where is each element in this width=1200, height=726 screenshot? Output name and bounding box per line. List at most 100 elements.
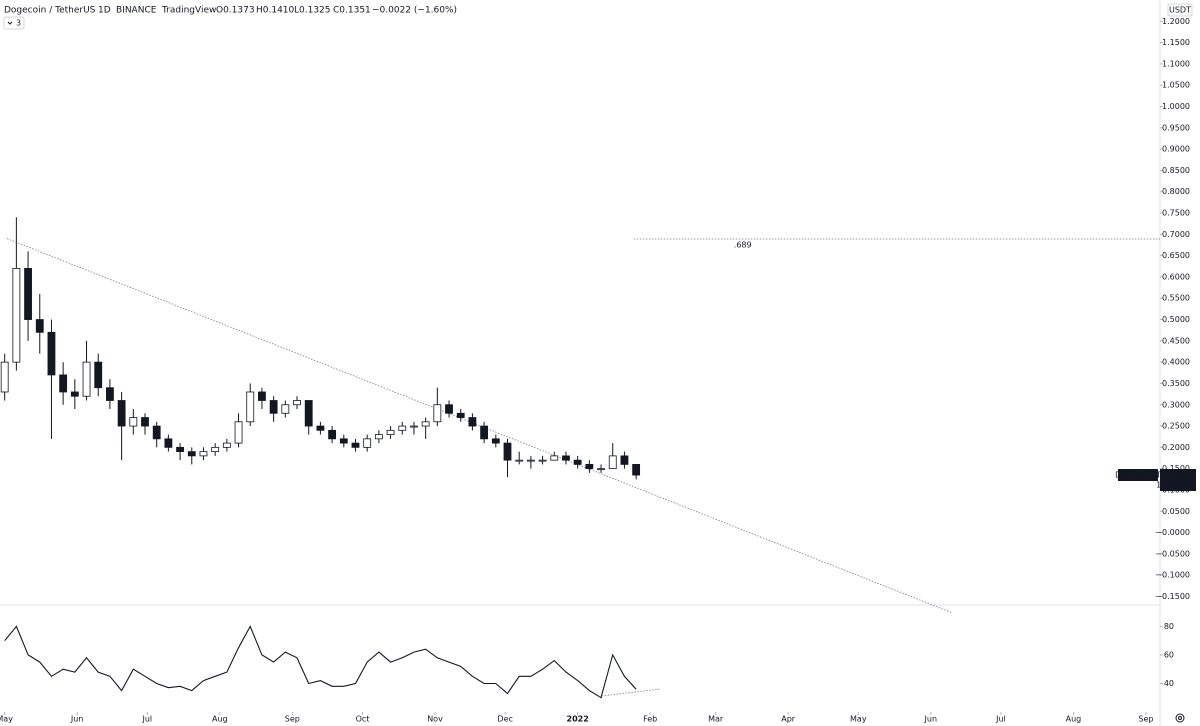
- candle-body: [597, 468, 605, 471]
- y-tick-label: 0.8500: [1162, 166, 1190, 175]
- y-tick-label: 0.3500: [1162, 379, 1190, 388]
- y-tick-label: 0.1500: [1162, 464, 1190, 473]
- y-tick-label: 1.2000: [1162, 17, 1190, 26]
- indicators-toggle[interactable]: [3, 16, 25, 30]
- candle-body: [164, 438, 173, 448]
- x-tick-label: 2022: [567, 715, 589, 724]
- y-tick-label: 0.9000: [1162, 145, 1190, 154]
- candle-body: [187, 451, 196, 457]
- candle-body: [351, 442, 360, 448]
- candle-body: [573, 459, 582, 465]
- x-tick-label: May: [850, 715, 867, 724]
- x-tick-label: Nov: [427, 715, 443, 724]
- candle-body: [374, 434, 383, 440]
- y-tick-label: 1.0500: [1162, 81, 1190, 90]
- y-tick-label: 1.0000: [1162, 102, 1190, 111]
- ohlc-close: C0.1351: [333, 6, 371, 16]
- candle-body: [562, 455, 570, 461]
- candle-body: [304, 400, 313, 427]
- x-tick-label: Jun: [924, 715, 938, 724]
- osc-y-tick-label: 60: [1164, 650, 1174, 659]
- oscillator-line: [4, 625, 637, 699]
- y-tick-label: −0.1000: [1155, 571, 1190, 580]
- candle-body: [515, 459, 524, 462]
- y-tick-label: 0.3000: [1162, 400, 1190, 409]
- x-tick-label: Mar: [708, 715, 724, 724]
- candle-body: [281, 404, 290, 414]
- candle-body: [316, 425, 325, 431]
- x-tick-label: Sep: [1138, 715, 1153, 724]
- candle-body: [620, 455, 629, 465]
- candle-body: [468, 417, 477, 427]
- change: −0.0022 (−1.60%): [372, 6, 457, 16]
- oscillator-trendline: [598, 688, 660, 697]
- x-tick-label: Aug: [1066, 715, 1082, 724]
- last-price-bg: [1160, 469, 1196, 492]
- candle-body: [141, 417, 149, 427]
- ohlc-low: L0.1325: [294, 6, 331, 16]
- candle-body: [328, 429, 337, 440]
- candle-body: [129, 417, 138, 427]
- candle-body: [386, 429, 395, 435]
- x-tick-label: Jul: [142, 715, 153, 724]
- symbol-tag-bg: [1118, 469, 1158, 482]
- x-tick-label: Aug: [212, 715, 228, 724]
- candle-body: [258, 391, 266, 401]
- y-tick-label: −0.1500: [1155, 592, 1190, 601]
- ohlc-high: H0.1410: [256, 6, 295, 16]
- candle-body: [421, 421, 430, 427]
- x-tick-label: Jun: [70, 715, 84, 724]
- candle-body: [550, 455, 559, 461]
- candle-body: [456, 412, 465, 418]
- x-tick-label: Feb: [643, 715, 657, 724]
- candle-body: [398, 425, 407, 431]
- indicator-count: 3: [16, 19, 21, 28]
- candle-body: [480, 425, 489, 440]
- candle-body: [608, 455, 617, 470]
- candle-body: [0, 361, 9, 393]
- y-tick-label: −0.0000: [1155, 528, 1190, 537]
- ohlc-open: O0.1373: [216, 6, 255, 16]
- candle-body: [445, 404, 453, 414]
- candle-body: [222, 442, 231, 448]
- chevron-icon: [7, 21, 13, 25]
- candle-body: [363, 438, 372, 448]
- candle-body: [106, 387, 114, 401]
- currency: USDT: [1169, 6, 1191, 15]
- y-tick-label: 1.1500: [1162, 38, 1190, 47]
- candle-body: [117, 400, 126, 427]
- candle-body: [585, 464, 594, 470]
- candle-body: [269, 400, 278, 414]
- y-tick-label: 0.6500: [1162, 251, 1190, 260]
- osc-y-tick-label: 80: [1164, 622, 1174, 631]
- gear-ring: [1175, 713, 1185, 723]
- candle-body: [410, 425, 418, 428]
- y-tick-label: 0.4000: [1162, 358, 1190, 367]
- y-tick-label: 0.5000: [1162, 315, 1190, 324]
- level-label: .689: [734, 241, 752, 250]
- y-tick-label: 0.7000: [1162, 230, 1190, 239]
- gear-hub: [1178, 716, 1182, 720]
- y-tick-label: 0.5500: [1162, 294, 1190, 303]
- x-tick-label: May: [0, 715, 13, 724]
- x-tick-label: Apr: [781, 715, 796, 724]
- candle-body: [234, 421, 243, 444]
- interval: 1D: [98, 6, 111, 16]
- symbol-tag: DOGEUSDT: [1115, 471, 1161, 480]
- candle-body: [94, 361, 103, 389]
- trendline: [6, 238, 953, 614]
- candle-body: [632, 464, 641, 476]
- y-tick-label: 0.7500: [1162, 209, 1190, 218]
- candle-body: [526, 459, 535, 462]
- candle-body: [211, 446, 220, 453]
- currency-button[interactable]: [1167, 3, 1193, 17]
- osc-y-tick-label: 40: [1164, 679, 1174, 688]
- source: TradingView: [161, 6, 216, 16]
- y-tick-label: −0.0500: [1155, 549, 1190, 558]
- settings-icon[interactable]: [1175, 713, 1185, 723]
- candle-body: [82, 361, 91, 397]
- candle-body: [538, 459, 547, 462]
- candle-body: [24, 268, 32, 320]
